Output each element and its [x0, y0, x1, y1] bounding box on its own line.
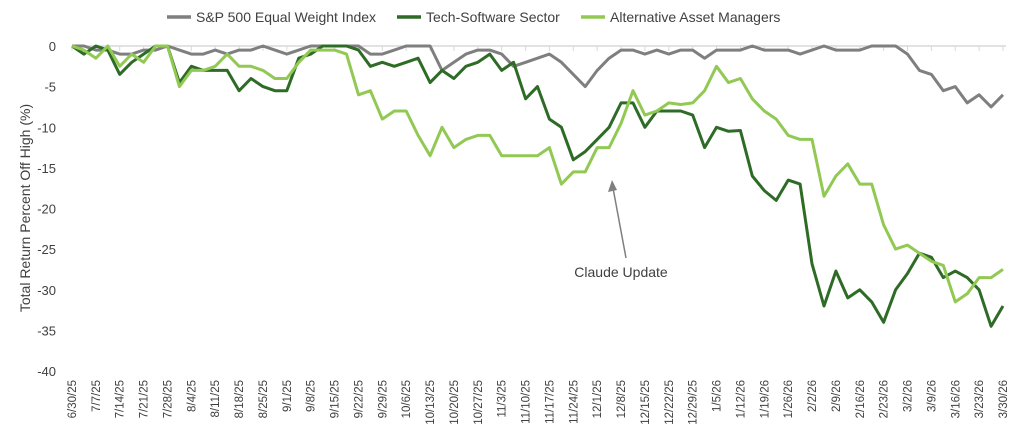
y-tick-label: -20 [37, 202, 56, 217]
x-tick-label: 2/9/26 [831, 380, 843, 412]
x-tick-label: 11/24/25 [568, 380, 580, 424]
x-tick-label: 10/13/25 [425, 380, 437, 425]
x-tick-label: 2/16/26 [855, 380, 867, 418]
y-tick-label: -40 [37, 364, 56, 379]
y-axis: 0 -5 -10 -15 -20 -25 -30 -35 -40 [37, 39, 56, 379]
x-tick-label: 1/5/26 [712, 380, 724, 412]
annotation-arrow-line [612, 187, 627, 259]
annotation: Claude Update [574, 180, 668, 280]
x-tick-label: 7/7/25 [91, 380, 103, 412]
x-tick-label: 3/9/26 [926, 380, 938, 412]
x-tick-label: 7/21/25 [139, 380, 151, 418]
y-axis-title: Total Return Percent Off High (%) [17, 104, 33, 312]
x-tick-label: 2/23/26 [879, 380, 891, 418]
series-line-0 [72, 44, 1005, 109]
x-tick-label: 7/14/25 [115, 380, 127, 418]
x-tick-label: 7/28/25 [162, 380, 174, 418]
x-tick-label: 11/17/25 [544, 380, 556, 424]
x-tick-label: 9/15/25 [330, 380, 342, 418]
x-tick-label: 9/22/25 [353, 380, 365, 418]
x-tick-label: 1/26/26 [783, 380, 795, 418]
x-tick-label: 3/23/26 [974, 380, 986, 418]
x-tick-label: 11/3/25 [497, 380, 509, 418]
x-tick-label: 11/10/25 [521, 380, 533, 424]
series-line-2 [71, 44, 1004, 304]
x-tick-label: 1/19/26 [759, 380, 771, 418]
x-tick-label: 12/15/25 [640, 380, 652, 425]
x-tick-label: 6/30/25 [67, 380, 79, 418]
y-tick-label: -25 [37, 242, 56, 257]
x-tick-label: 9/8/25 [306, 380, 318, 412]
x-tick-label: 12/22/25 [664, 380, 676, 425]
x-tick-label: 8/18/25 [234, 380, 246, 418]
x-axis: 6/30/25 7/7/25 7/14/25 7/21/25 7/28/25 8/4/25… [67, 46, 1010, 425]
x-tick-label: 10/27/25 [473, 380, 485, 425]
y-tick-label: -10 [37, 120, 56, 135]
x-tick-label: 8/4/25 [186, 380, 198, 412]
y-tick-label: -30 [37, 283, 56, 298]
arrow-head-icon [608, 180, 617, 192]
x-tick-label: 1/12/26 [735, 380, 747, 418]
y-tick-label: -35 [37, 323, 56, 338]
y-tick-label: 0 [49, 39, 56, 54]
x-tick-label: 8/25/25 [258, 380, 270, 418]
x-tick-label: 9/1/25 [282, 380, 294, 412]
annotation-label: Claude Update [574, 264, 668, 280]
series-line-1 [71, 44, 1005, 328]
legend-label: Alternative Asset Managers [610, 9, 780, 25]
x-tick-label: 9/29/25 [377, 380, 389, 418]
legend-label: Tech-Software Sector [426, 9, 560, 25]
x-tick-label: 12/29/25 [688, 380, 700, 425]
x-tick-label: 12/8/25 [616, 380, 628, 418]
series-lines [71, 44, 1005, 328]
x-tick-label: 12/1/25 [592, 380, 604, 418]
x-tick-label: 10/6/25 [401, 380, 413, 418]
x-tick-label: 8/11/25 [210, 380, 222, 418]
x-tick-label: 3/30/26 [998, 380, 1010, 418]
x-tick-label: 3/2/26 [903, 380, 915, 412]
x-tick-label: 3/16/26 [950, 380, 962, 418]
y-tick-label: -5 [44, 80, 56, 95]
legend: S&P 500 Equal Weight Index Tech-Software … [167, 9, 780, 25]
y-tick-label: -15 [37, 161, 56, 176]
x-tick-label: 10/20/25 [449, 380, 461, 425]
legend-label: S&P 500 Equal Weight Index [196, 9, 376, 25]
x-tick-label: 2/2/26 [807, 380, 819, 412]
